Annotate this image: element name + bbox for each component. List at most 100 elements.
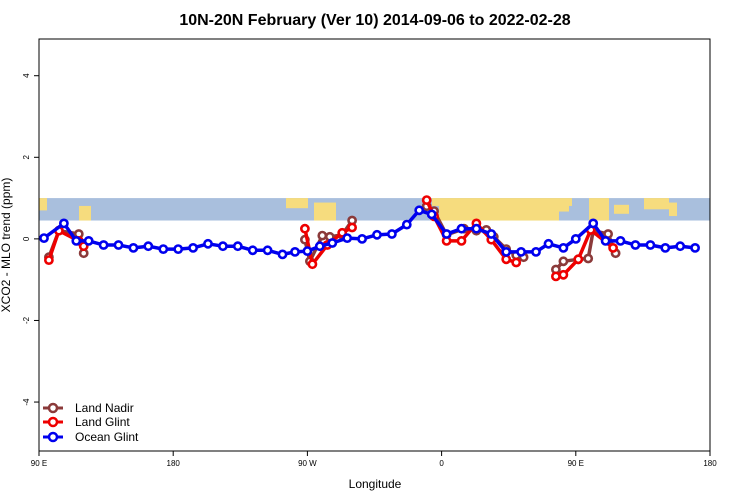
data-point-ocean-glint bbox=[98, 240, 109, 250]
data-point-ocean-glint bbox=[357, 233, 367, 244]
data-point-ocean-glint bbox=[247, 245, 258, 256]
data-point-land-glint bbox=[608, 242, 618, 253]
y-tick-label: -2 bbox=[22, 316, 31, 324]
data-point-ocean-glint bbox=[516, 246, 526, 257]
map-land bbox=[669, 202, 677, 217]
map-land bbox=[589, 198, 609, 221]
data-point-ocean-glint bbox=[615, 235, 626, 246]
data-point-ocean-glint bbox=[59, 218, 69, 229]
data-point-ocean-glint bbox=[143, 241, 154, 252]
data-point-land-glint bbox=[456, 235, 467, 246]
data-point-ocean-glint bbox=[690, 242, 700, 253]
data-point-ocean-glint bbox=[203, 238, 213, 249]
x-axis: 90 E 180 90 W 0 90 E 180 bbox=[31, 451, 717, 468]
data-point-ocean-glint bbox=[262, 245, 273, 256]
data-point-land-glint bbox=[347, 222, 357, 233]
map-ocean bbox=[39, 198, 710, 221]
x-tick-label: 180 bbox=[703, 459, 717, 468]
y-tick-label: 2 bbox=[22, 155, 31, 160]
data-point-land-glint bbox=[573, 254, 584, 265]
data-point-ocean-glint bbox=[441, 229, 452, 239]
x-tick-label: 90 E bbox=[31, 459, 47, 468]
data-point-ocean-glint bbox=[486, 229, 497, 239]
data-point-ocean-glint bbox=[128, 242, 139, 253]
data-point-ocean-glint bbox=[531, 246, 541, 257]
data-point-ocean-glint bbox=[342, 233, 353, 243]
data-point-ocean-glint bbox=[277, 249, 288, 260]
data-point-ocean-glint bbox=[83, 235, 94, 246]
data-point-ocean-glint bbox=[426, 209, 437, 220]
data-point-land-glint bbox=[551, 271, 561, 282]
map-land bbox=[79, 205, 91, 221]
map-land bbox=[644, 198, 669, 210]
map-land bbox=[286, 198, 308, 209]
y-axis: -4 -2 0 2 4 bbox=[22, 73, 39, 406]
chart-title: 10N-20N February (Ver 10) 2014-09-06 to … bbox=[179, 12, 570, 29]
data-point-ocean-glint bbox=[372, 229, 382, 240]
x-tick-label: 90 E bbox=[568, 459, 584, 468]
data-point-land-nadir bbox=[317, 230, 328, 241]
data-point-ocean-glint bbox=[543, 238, 554, 249]
x-axis-label: Longitude bbox=[349, 477, 402, 491]
data-point-land-glint bbox=[299, 223, 310, 234]
map-land bbox=[39, 198, 47, 211]
data-point-ocean-glint bbox=[570, 233, 581, 244]
data-point-ocean-glint bbox=[113, 240, 124, 250]
legend-label-ocean-glint: Ocean Glint bbox=[75, 430, 139, 444]
legend-marker-ocean-glint bbox=[47, 431, 59, 443]
data-point-land-glint bbox=[558, 269, 569, 280]
data-point-ocean-glint bbox=[456, 223, 467, 234]
y-tick-label: 0 bbox=[22, 236, 31, 241]
legend-label-land-glint: Land Glint bbox=[75, 415, 130, 429]
data-point-land-glint bbox=[421, 195, 432, 205]
legend: Land Nadir Land Glint Ocean Glint bbox=[43, 401, 139, 444]
data-point-ocean-glint bbox=[39, 233, 49, 243]
data-point-ocean-glint bbox=[232, 241, 243, 252]
map-band bbox=[39, 198, 710, 221]
data-point-ocean-glint bbox=[401, 219, 412, 230]
legend-label-land-nadir: Land Nadir bbox=[75, 401, 134, 415]
legend-marker-land-nadir bbox=[47, 402, 59, 414]
data-point-land-glint bbox=[307, 259, 318, 270]
data-point-ocean-glint bbox=[290, 246, 300, 257]
map-land bbox=[499, 200, 569, 212]
data-point-ocean-glint bbox=[471, 223, 482, 234]
data-point-ocean-glint bbox=[314, 241, 325, 252]
x-tick-label: 180 bbox=[167, 459, 181, 468]
data-point-ocean-glint bbox=[327, 238, 338, 248]
data-point-ocean-glint bbox=[188, 242, 198, 253]
map-land bbox=[314, 202, 336, 221]
plot-frame bbox=[38, 38, 711, 452]
y-axis-label: XCO2 - MLO trend (ppm) bbox=[0, 178, 13, 313]
legend-marker-land-glint bbox=[47, 416, 59, 428]
data-point-ocean-glint bbox=[645, 240, 656, 250]
data-point-land-nadir bbox=[583, 253, 594, 264]
data-point-ocean-glint bbox=[158, 244, 169, 254]
data-point-ocean-glint bbox=[386, 229, 397, 239]
x-tick-label: 90 W bbox=[298, 459, 317, 468]
data-point-ocean-glint bbox=[630, 240, 641, 250]
data-point-land-nadir bbox=[558, 256, 569, 267]
data-point-ocean-glint bbox=[414, 205, 425, 216]
data-point-ocean-glint bbox=[675, 241, 686, 252]
data-point-ocean-glint bbox=[558, 242, 569, 253]
data-point-land-glint bbox=[44, 255, 54, 265]
data-point-ocean-glint bbox=[501, 246, 512, 257]
data-point-land-glint bbox=[511, 257, 522, 268]
data-point-ocean-glint bbox=[588, 218, 599, 229]
data-point-ocean-glint bbox=[660, 242, 671, 253]
y-tick-label: 4 bbox=[22, 73, 31, 78]
data-point-ocean-glint bbox=[600, 235, 611, 246]
data-point-ocean-glint bbox=[173, 244, 184, 254]
series-ocean-glint bbox=[39, 205, 700, 260]
map-land bbox=[614, 204, 629, 214]
data-point-ocean-glint bbox=[217, 241, 228, 252]
series-line-ocean-glint bbox=[42, 208, 696, 257]
data-point-ocean-glint bbox=[71, 235, 82, 246]
data-point-ocean-glint bbox=[302, 246, 313, 256]
x-tick-label: 0 bbox=[439, 459, 444, 468]
y-tick-label: -4 bbox=[22, 398, 31, 406]
series-layer bbox=[39, 195, 700, 282]
